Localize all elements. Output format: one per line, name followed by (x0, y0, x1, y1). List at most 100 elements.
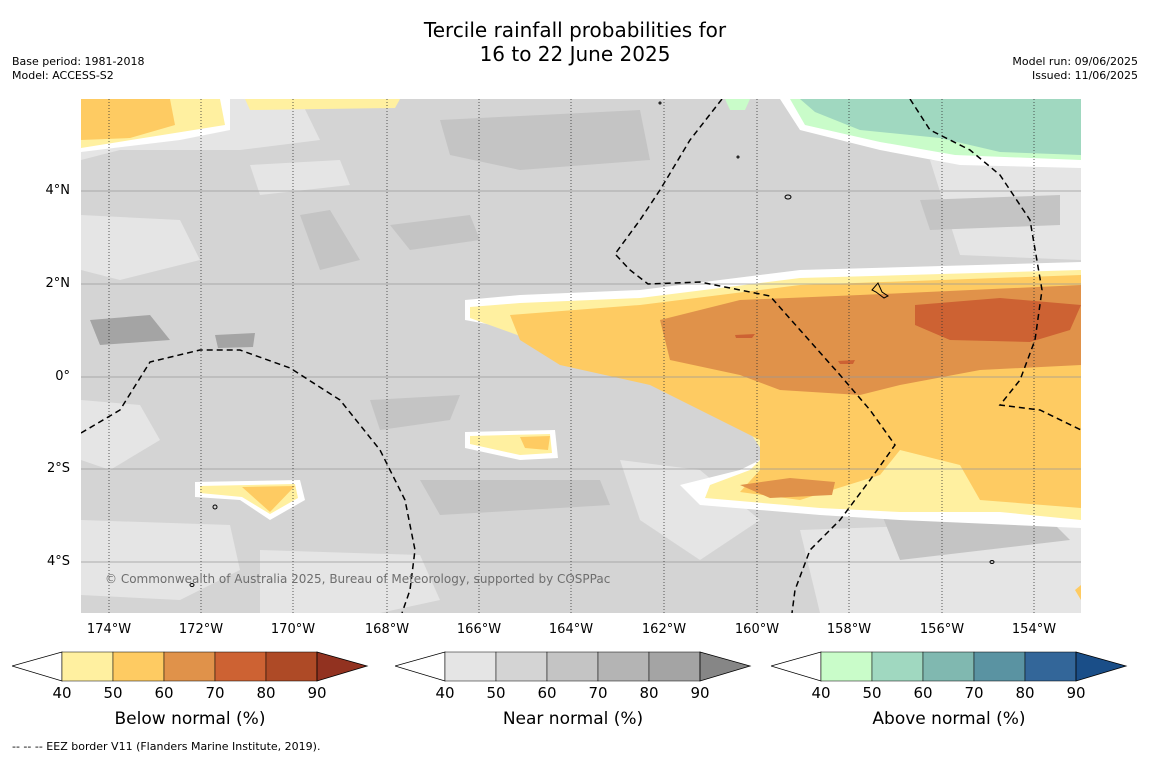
run-info: Model run: 09/06/2025 Issued: 11/06/2025 (1012, 55, 1138, 83)
issued-date: Issued: 11/06/2025 (1031, 69, 1138, 82)
below-normal-colorbar-title: Below normal (%) (114, 709, 266, 729)
below-normal-40-area (245, 99, 400, 110)
near-normal-tick: 80 (639, 684, 659, 702)
below-normal-70-area (838, 360, 855, 364)
near-normal-low-extension (395, 651, 446, 682)
model-name: Model: ACCESS-S2 (12, 69, 114, 82)
lon-label-174w: 174°W (86, 622, 132, 637)
below-normal-swatch-60 (163, 651, 216, 682)
near-normal-high-extension (699, 651, 752, 682)
near-normal-40-area (81, 215, 200, 280)
islands (189, 101, 995, 587)
below-normal-swatch-50 (112, 651, 165, 682)
below-normal-70-area (735, 334, 755, 338)
lon-label-158w: 158°W (826, 622, 872, 637)
lat-label-equator: 0° (55, 369, 70, 384)
near-normal-swatch-50 (495, 651, 548, 682)
above-normal-colorbar-title: Above normal (%) (872, 709, 1026, 729)
near-normal-tick: 70 (588, 684, 608, 702)
near-normal-swatch-80 (648, 651, 701, 682)
near-normal-swatch-60 (546, 651, 599, 682)
below-normal-low-extension (12, 651, 63, 682)
above-normal-tick: 60 (913, 684, 933, 702)
below-normal-50-area (1075, 585, 1081, 600)
lon-label-168w: 168°W (364, 622, 410, 637)
below-normal-50-area (242, 486, 295, 512)
above-normal-50-area (800, 99, 1081, 155)
below-normal-swatch-40 (61, 651, 114, 682)
below-normal-tick: 90 (307, 684, 327, 702)
near-normal-colorbar (395, 651, 752, 682)
map-title: Tercile rainfall probabilities for 16 to… (0, 18, 1150, 66)
above-normal-swatch-70 (973, 651, 1026, 682)
below-normal-50-area (81, 99, 175, 140)
base-period: Base period: 1981-2018 (12, 55, 145, 68)
below-normal-swatch-80 (265, 651, 318, 682)
below-normal-tick: 50 (103, 684, 123, 702)
latitude-lines (81, 190, 1081, 563)
near-normal-tick: 50 (486, 684, 506, 702)
lat-label-4s: 4°S (46, 554, 70, 569)
lon-label-172w: 172°W (178, 622, 224, 637)
below-normal-tick: 80 (256, 684, 276, 702)
above-normal-tick: 70 (964, 684, 984, 702)
above-normal-high-extension (1075, 651, 1128, 682)
above-normal-swatch-50 (871, 651, 924, 682)
near-normal-40-area (620, 460, 760, 560)
lon-label-166w: 166°W (456, 622, 502, 637)
near-normal-40-area (250, 160, 350, 195)
near-normal-60-area (420, 480, 610, 515)
near-normal-40-area (81, 400, 160, 470)
lon-label-160w: 160°W (734, 622, 780, 637)
lat-label-4n: 4°N (45, 183, 71, 198)
near-normal-tick: 40 (435, 684, 455, 702)
copyright-notice: © Commonwealth of Australia 2025, Bureau… (105, 572, 611, 586)
above-normal-swatch-80 (1024, 651, 1077, 682)
near-normal-colorbar-title: Near normal (%) (502, 709, 644, 729)
model-run: Model run: 09/06/2025 (1012, 55, 1138, 68)
near-normal-60-area (300, 210, 360, 270)
above-normal-tick: 80 (1015, 684, 1035, 702)
below-normal-60-area (740, 478, 835, 498)
near-normal-60-area (390, 215, 480, 250)
near-normal-40-area (81, 520, 240, 600)
near-normal-80-area (215, 333, 255, 348)
below-normal-50-area (520, 436, 550, 450)
near-normal-tick: 90 (690, 684, 710, 702)
below-normal-colorbar (12, 651, 369, 682)
above-normal-low-extension (771, 651, 822, 682)
below-normal-tick: 40 (52, 684, 72, 702)
lat-label-2n: 2°N (45, 276, 71, 291)
lat-label-2s: 2°S (46, 461, 70, 476)
near-normal-60-area (440, 110, 650, 170)
near-normal-40-area (260, 550, 440, 613)
above-normal-tick: 40 (811, 684, 831, 702)
lon-label-154w: 154°W (1011, 622, 1057, 637)
title-line-1: Tercile rainfall probabilities for (423, 18, 727, 42)
near-normal-80-area (90, 315, 170, 345)
above-normal-swatch-40 (820, 651, 873, 682)
model-info: Base period: 1981-2018 Model: ACCESS-S2 (12, 55, 144, 83)
above-normal-tick: 50 (862, 684, 882, 702)
eez-legend-note: -- -- -- EEZ border V11 (Flanders Marine… (12, 740, 321, 753)
near-normal-swatch-40 (444, 651, 497, 682)
above-normal-swatch-60 (922, 651, 975, 682)
title-line-2: 16 to 22 June 2025 (479, 42, 671, 66)
above-normal-colorbar (771, 651, 1128, 682)
lon-label-164w: 164°W (548, 622, 594, 637)
lon-label-162w: 162°W (641, 622, 687, 637)
eez-borders (81, 99, 1081, 613)
near-normal-60-area (370, 395, 460, 430)
lon-label-170w: 170°W (270, 622, 316, 637)
near-normal-60-area (920, 195, 1060, 230)
below-normal-tick: 60 (154, 684, 174, 702)
below-normal-tick: 70 (205, 684, 225, 702)
above-normal-tick: 90 (1066, 684, 1086, 702)
below-normal-swatch-70 (214, 651, 267, 682)
near-normal-swatch-70 (597, 651, 650, 682)
above-normal-40-area (725, 99, 750, 110)
lon-label-156w: 156°W (919, 622, 965, 637)
below-normal-high-extension (316, 651, 369, 682)
near-normal-tick: 60 (537, 684, 557, 702)
